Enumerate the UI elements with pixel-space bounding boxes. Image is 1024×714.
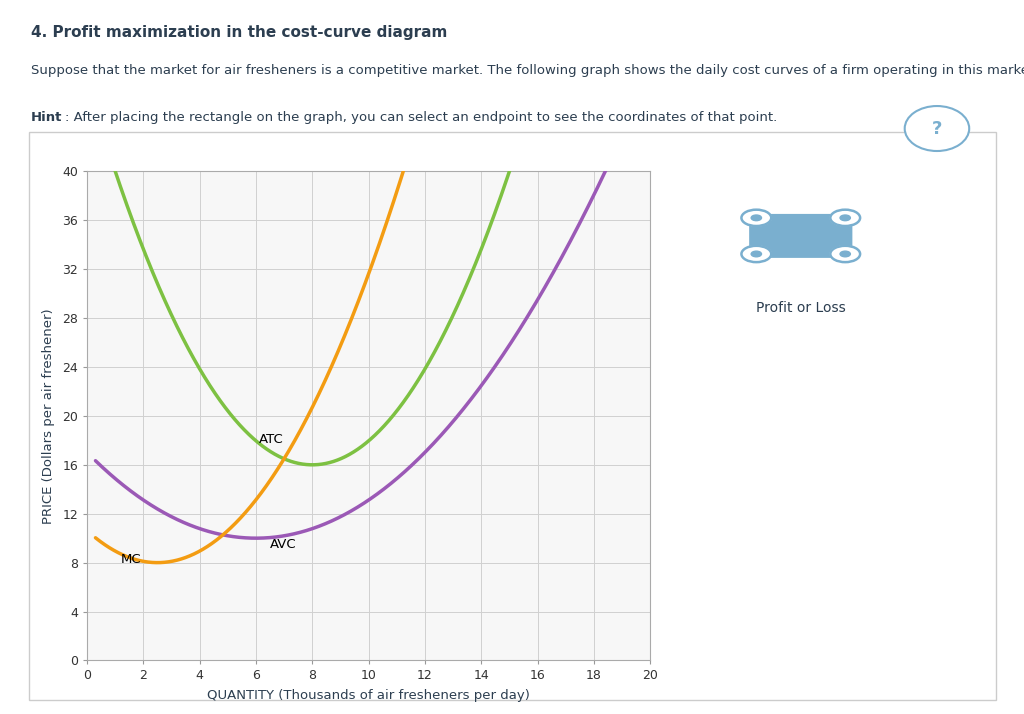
Text: Suppose that the market for air fresheners is a competitive market. The followin: Suppose that the market for air freshene… — [31, 64, 1024, 77]
Circle shape — [830, 210, 860, 226]
Circle shape — [905, 106, 969, 151]
Circle shape — [741, 246, 771, 262]
Circle shape — [741, 210, 771, 226]
Circle shape — [741, 246, 771, 262]
Text: AVC: AVC — [270, 538, 297, 551]
Text: ?: ? — [932, 119, 942, 138]
Circle shape — [840, 215, 850, 221]
Text: Profit or Loss: Profit or Loss — [756, 301, 846, 315]
FancyBboxPatch shape — [750, 214, 852, 258]
Text: Hint: Hint — [31, 111, 62, 124]
Text: : After placing the rectangle on the graph, you can select an endpoint to see th: : After placing the rectangle on the gra… — [65, 111, 777, 124]
Y-axis label: PRICE (Dollars per air freshener): PRICE (Dollars per air freshener) — [42, 308, 55, 523]
Text: ATC: ATC — [259, 433, 284, 446]
X-axis label: QUANTITY (Thousands of air fresheners per day): QUANTITY (Thousands of air fresheners pe… — [207, 690, 530, 703]
Circle shape — [752, 215, 762, 221]
Circle shape — [840, 251, 850, 257]
Text: MC: MC — [121, 553, 141, 565]
Circle shape — [752, 251, 762, 257]
Circle shape — [830, 210, 860, 226]
Circle shape — [741, 210, 771, 226]
Text: 4. Profit maximization in the cost-curve diagram: 4. Profit maximization in the cost-curve… — [31, 25, 447, 40]
Circle shape — [830, 246, 860, 262]
Circle shape — [830, 246, 860, 262]
